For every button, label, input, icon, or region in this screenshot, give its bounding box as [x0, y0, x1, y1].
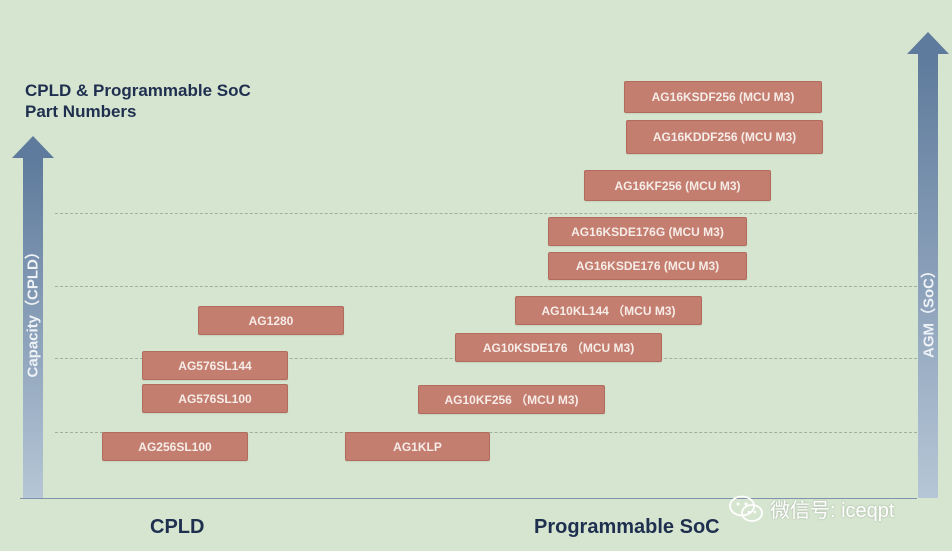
wechat-icon: [729, 495, 763, 522]
gridline: [55, 286, 917, 287]
watermark: 微信号: iceqpt: [728, 494, 894, 523]
part-box-ag10ksde176: AG10KSDE176 （MCU M3): [455, 333, 662, 362]
baseline: [20, 498, 917, 499]
part-box-ag16ksde176: AG16KSDE176 (MCU M3): [548, 252, 747, 280]
right-axis-label: AGM（SoC）: [920, 263, 938, 358]
part-box-ag576sl144: AG576SL144: [142, 351, 288, 380]
right-agm-arrow: [907, 32, 949, 498]
left-capacity-arrow: [12, 136, 54, 498]
category-label-soc: Programmable SoC: [534, 516, 720, 538]
gridline: [55, 213, 917, 214]
category-label-cpld: CPLD: [150, 516, 205, 538]
part-box-ag10kf256: AG10KF256 （MCU M3): [418, 385, 605, 414]
part-box-ag16ksdf256: AG16KSDF256 (MCU M3): [624, 81, 822, 113]
watermark-text: 微信号: iceqpt: [770, 500, 895, 522]
part-box-ag16ksde176g: AG16KSDE176G (MCU M3): [548, 217, 747, 246]
part-box-ag16kf256: AG16KF256 (MCU M3): [584, 170, 771, 201]
part-box-ag1klp: AG1KLP: [345, 432, 490, 461]
part-box-ag16kddf256: AG16KDDF256 (MCU M3): [626, 120, 823, 154]
title-line-2: Part Numbers: [25, 102, 137, 121]
part-box-ag576sl100: AG576SL100: [142, 384, 288, 413]
part-box-ag256sl100: AG256SL100: [102, 432, 248, 461]
part-box-ag10kl144: AG10KL144 （MCU M3): [515, 296, 702, 325]
diagram-title: CPLD & Programmable SoC Part Numbers: [25, 80, 251, 122]
left-axis-label: Capacity（CPLD）: [24, 244, 42, 378]
part-box-ag1280: AG1280: [198, 306, 344, 335]
title-line-1: CPLD & Programmable SoC: [25, 81, 251, 100]
